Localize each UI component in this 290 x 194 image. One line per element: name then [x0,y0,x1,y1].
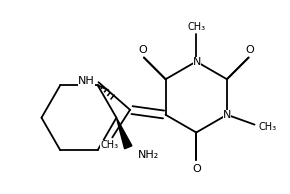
Polygon shape [116,118,132,149]
Text: N: N [193,56,202,67]
Text: CH₃: CH₃ [258,122,276,132]
Text: N: N [223,110,231,120]
Text: CH₃: CH₃ [100,140,118,150]
Text: O: O [192,164,201,174]
Text: CH₃: CH₃ [187,22,205,32]
Text: O: O [139,45,147,55]
Text: NH₂: NH₂ [138,150,159,160]
Text: NH: NH [78,76,95,86]
Text: O: O [245,45,254,55]
